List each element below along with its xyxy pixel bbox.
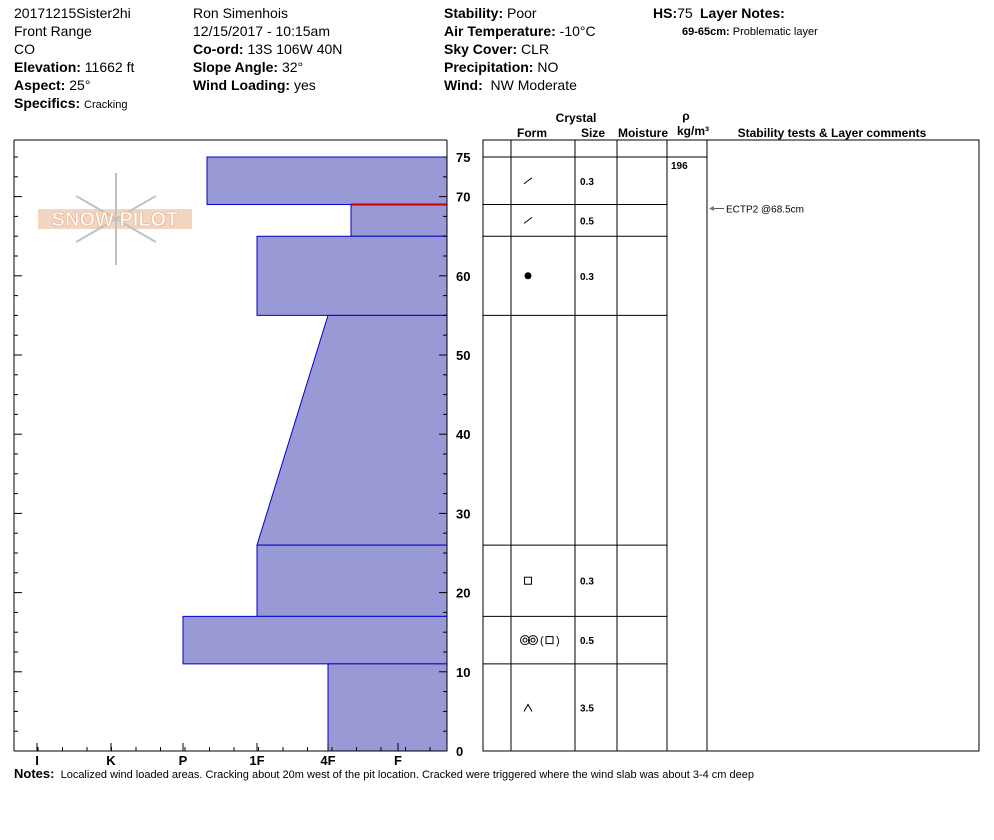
grain-size: 0.3 <box>580 177 594 188</box>
grain-size: 0.5 <box>580 636 594 647</box>
y-tick-label: 40 <box>456 427 470 442</box>
y-tick-label: 70 <box>456 190 470 205</box>
wind-loading: Wind Loading: yes <box>193 77 316 93</box>
observer: Ron Simenhois <box>193 5 288 21</box>
y-tick-label: 30 <box>456 506 470 521</box>
density-value: 196 <box>671 161 688 172</box>
grain-size: 0.3 <box>580 577 594 588</box>
snowflake-arm <box>115 195 157 220</box>
circle <box>520 635 530 646</box>
hardness-bar-1 <box>350 204 448 237</box>
grain-size: 0.5 <box>580 216 594 227</box>
decomposing-fragments-icon <box>523 177 533 185</box>
table-header-4: ρ <box>682 109 689 123</box>
depth-hoar-icon <box>523 703 533 712</box>
slope-angle: Slope Angle: 32° <box>193 59 304 75</box>
x-tick-label: P <box>179 753 188 768</box>
table-header-2: Size <box>581 126 605 140</box>
x-tick-label: 1F <box>249 753 264 768</box>
stability: Stability: Poor <box>444 5 537 21</box>
header-col2: Ron Simenhois 12/15/2017 - 10:15am Co-or… <box>193 4 342 94</box>
precipitation: Precipitation: NO <box>444 59 559 75</box>
table-header-6: Stability tests & Layer comments <box>738 126 927 140</box>
y-tick-label: 0 <box>456 744 463 759</box>
grain-size: 3.5 <box>580 703 594 714</box>
hardness-bar-5 <box>182 615 448 665</box>
layer-note: 69-65cm: Problematic layer <box>682 26 818 38</box>
rounded-faceted-icon: () <box>520 635 560 647</box>
snowflake-arm <box>75 195 117 220</box>
specifics: Specifics: Cracking <box>14 95 128 111</box>
table-header-5: kg/m³ <box>677 124 709 138</box>
x-tick-label: F <box>394 753 402 768</box>
range: Front Range <box>14 23 92 39</box>
circle <box>528 635 538 646</box>
square <box>545 636 554 645</box>
hardness-bar-4 <box>256 544 448 617</box>
aspect: Aspect: 25° <box>14 77 91 93</box>
y-tick-label: 60 <box>456 269 470 284</box>
y-tick-label: 75 <box>456 150 470 165</box>
pit-name: 20171215Sister2hi <box>14 5 131 21</box>
grain-size: 0.3 <box>580 272 594 283</box>
air-temperature: Air Temperature: -10°C <box>444 23 596 39</box>
y-tick-label: 20 <box>456 586 470 601</box>
x-tick-label: K <box>106 753 116 768</box>
hardness-bar-3 <box>256 314 448 546</box>
header-col3: Stability: Poor Air Temperature: -10°C S… <box>444 4 596 94</box>
circle <box>530 637 536 643</box>
snowpilot-logo: SNOW PILOT <box>38 173 192 265</box>
arrow-head-icon <box>709 205 714 211</box>
table-header-1: Form <box>517 126 547 140</box>
y-tick-label: 50 <box>456 348 470 363</box>
snowflake-arm <box>75 218 117 243</box>
faceted-icon <box>524 576 532 585</box>
x-tick-label: 4F <box>320 753 335 768</box>
paren: ( <box>540 635 544 647</box>
logo-text: SNOW PILOT <box>52 209 179 231</box>
elevation: Elevation: 11662 ft <box>14 59 135 75</box>
datetime: 12/15/2017 - 10:15am <box>193 23 330 39</box>
coord: Co-ord: 13S 106W 40N <box>193 41 343 57</box>
graupel-icon <box>524 272 532 280</box>
sky-cover: Sky Cover: CLR <box>444 41 550 57</box>
table-header-0: Crystal <box>556 111 597 125</box>
hardness-bar-6 <box>327 663 448 752</box>
decomposing-fragments-icon <box>523 216 533 224</box>
y-tick-label: 10 <box>456 665 470 680</box>
wind: Wind: NW Moderate <box>444 77 577 93</box>
circle <box>522 637 528 643</box>
table-header-3: Moisture <box>618 126 668 140</box>
hs: HS:75 <box>653 5 693 21</box>
state: CO <box>14 41 35 57</box>
header-col1: 20171215Sister2hi Front Range CO Elevati… <box>14 4 134 114</box>
snowflake-arm <box>115 218 157 243</box>
layer-table <box>482 139 980 752</box>
hardness-bar-2 <box>256 235 448 316</box>
hardness-bar-0 <box>206 156 448 206</box>
x-tick-label: I <box>35 753 39 768</box>
paren: ) <box>556 635 560 647</box>
notes: Notes: Localized wind loaded areas. Crac… <box>14 766 754 781</box>
layer-notes-title: Layer Notes: <box>700 5 785 21</box>
stability-test: ECTP2 @68.5cm <box>726 204 804 215</box>
